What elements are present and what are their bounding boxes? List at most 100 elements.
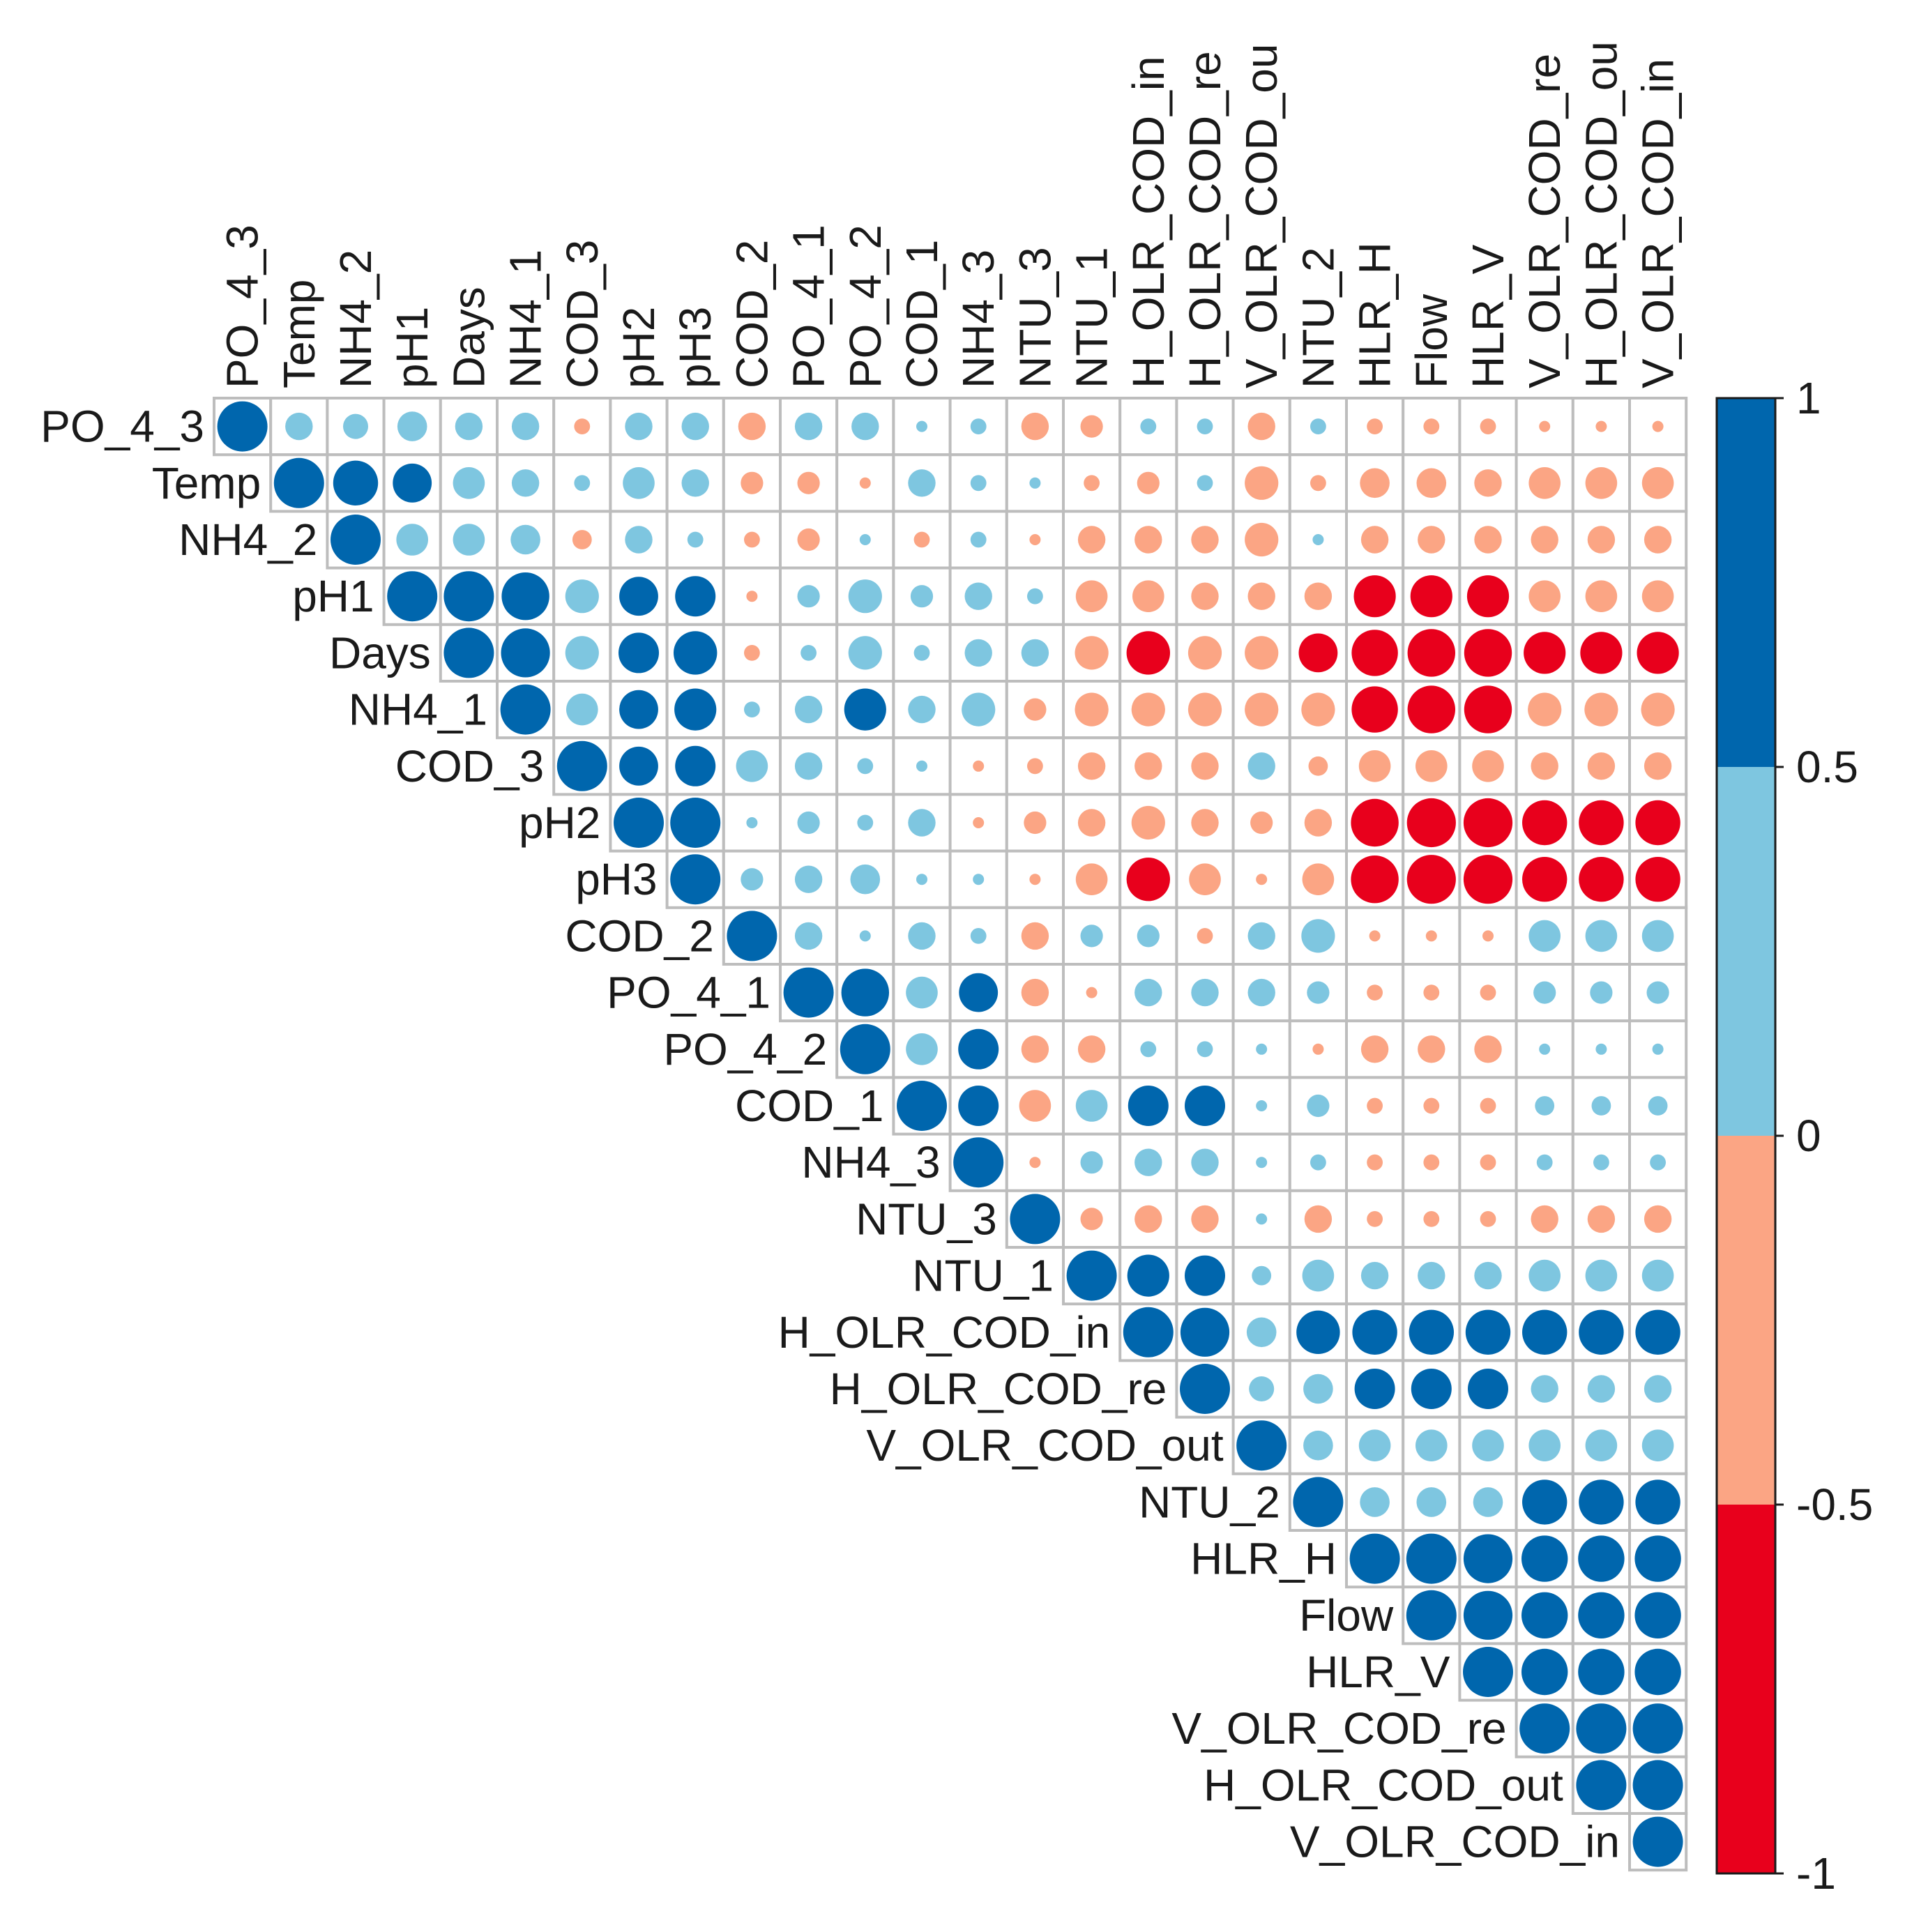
corr-circle-pH2-H_OLR_COD_in bbox=[1131, 805, 1165, 840]
row-label-HLR_V: HLR_V bbox=[1306, 1647, 1450, 1697]
corr-circle-PO_4_3-pH2 bbox=[625, 412, 653, 441]
row-label-PO_4_1: PO_4_1 bbox=[607, 968, 771, 1018]
corr-circle-HLR_V-HLR_V bbox=[1463, 1647, 1513, 1697]
corr-circle-NTU_1-H_OLR_COD_out bbox=[1585, 1259, 1618, 1292]
corr-circle-Days-NTU_2 bbox=[1298, 633, 1338, 673]
corr-circle-V_OLR_COD_out-V_OLR_COD_re bbox=[1528, 1429, 1561, 1461]
corr-circle-NTU_1-H_OLR_COD_in bbox=[1127, 1254, 1169, 1297]
corr-circle-H_OLR_COD_in-NTU_2 bbox=[1296, 1310, 1340, 1355]
corr-circle-H_OLR_COD_in-H_OLR_COD_out bbox=[1579, 1309, 1624, 1355]
corr-circle-PO_4_2-Flow bbox=[1418, 1035, 1445, 1063]
corr-circle-pH3-pH3 bbox=[670, 854, 721, 905]
col-label-NH4_1: NH4_1 bbox=[501, 250, 551, 388]
col-label-COD_3: COD_3 bbox=[557, 240, 607, 388]
corr-circle-NH4_3-H_OLR_COD_re bbox=[1191, 1148, 1219, 1176]
corr-circle-NH4_2-NH4_3 bbox=[970, 531, 987, 548]
corr-circle-NH4_1-NTU_1 bbox=[1075, 692, 1109, 727]
corr-circle-pH3-COD_1 bbox=[916, 874, 927, 885]
corr-circle-PO_4_2-H_OLR_COD_re bbox=[1197, 1041, 1213, 1058]
corr-circle-HLR_H-H_OLR_COD_out bbox=[1578, 1535, 1625, 1582]
col-label-PO_4_2: PO_4_2 bbox=[840, 225, 890, 388]
corr-circle-H_OLR_COD_in-H_OLR_COD_in bbox=[1123, 1307, 1174, 1357]
corr-circle-COD_1-V_OLR_COD_re bbox=[1535, 1096, 1555, 1116]
row-label-pH2: pH2 bbox=[519, 798, 600, 848]
corr-circle-PO_4_3-COD_3 bbox=[574, 418, 591, 434]
corr-circle-PO_4_2-H_OLR_COD_in bbox=[1140, 1041, 1157, 1058]
corr-circle-H_OLR_COD_re-HLR_V bbox=[1468, 1369, 1508, 1409]
corr-circle-Temp-NH4_2 bbox=[333, 460, 379, 505]
corr-circle-COD_2-Flow bbox=[1425, 930, 1437, 942]
corr-circle-COD_3-COD_2 bbox=[736, 750, 768, 782]
corr-circle-NH4_3-Flow bbox=[1423, 1154, 1440, 1171]
corr-circle-pH3-V_OLR_COD_re bbox=[1522, 857, 1568, 902]
corr-circle-H_OLR_COD_re-NTU_2 bbox=[1303, 1374, 1333, 1404]
corr-circle-COD_3-H_OLR_COD_out bbox=[1587, 752, 1616, 780]
corr-circle-NTU_2-V_OLR_COD_re bbox=[1522, 1480, 1568, 1525]
corr-circle-H_OLR_COD_re-Flow bbox=[1411, 1369, 1452, 1409]
corr-circle-PO_4_3-Temp bbox=[285, 412, 313, 441]
corr-circle-pH1-NTU_3 bbox=[1027, 588, 1043, 604]
corr-circle-pH1-H_OLR_COD_out bbox=[1585, 580, 1618, 612]
col-label-HLR_H: HLR_H bbox=[1350, 242, 1400, 388]
corr-circle-PO_4_1-NTU_3 bbox=[1021, 978, 1049, 1007]
corr-circle-NTU_3-Flow bbox=[1423, 1211, 1440, 1227]
corr-circle-H_OLR_COD_in-V_OLR_COD_re bbox=[1522, 1309, 1568, 1355]
corr-circle-NH4_1-H_OLR_COD_in bbox=[1131, 692, 1165, 727]
corr-circle-Flow-H_OLR_COD_out bbox=[1578, 1592, 1625, 1638]
corr-circle-NTU_3-H_OLR_COD_re bbox=[1191, 1205, 1219, 1233]
corr-circle-pH3-H_OLR_COD_re bbox=[1189, 863, 1221, 895]
corr-circle-pH3-NTU_3 bbox=[1029, 874, 1041, 885]
corr-circle-V_OLR_COD_out-NTU_2 bbox=[1303, 1430, 1333, 1461]
corr-circle-Temp-Days bbox=[453, 467, 485, 499]
corr-circle-COD_3-PO_4_1 bbox=[794, 752, 823, 780]
corr-circle-pH2-V_OLR_COD_in bbox=[1635, 800, 1680, 846]
corr-circle-Temp-pH2 bbox=[623, 467, 655, 499]
corr-circle-pH3-H_OLR_COD_in bbox=[1126, 858, 1171, 902]
row-label-H_OLR_COD_out: H_OLR_COD_out bbox=[1204, 1760, 1563, 1810]
corr-circle-NTU_2-NTU_2 bbox=[1293, 1477, 1344, 1528]
corr-circle-V_OLR_COD_in-V_OLR_COD_in bbox=[1632, 1816, 1683, 1867]
corr-circle-COD_2-H_OLR_COD_in bbox=[1137, 925, 1160, 948]
corr-circle-NH4_2-NH4_1 bbox=[510, 524, 540, 555]
corr-circle-Temp-pH1 bbox=[393, 463, 432, 503]
corr-circle-NH4_2-PO_4_2 bbox=[859, 534, 871, 545]
corr-circle-NTU_2-V_OLR_COD_in bbox=[1635, 1480, 1680, 1525]
corr-circle-Temp-COD_2 bbox=[741, 471, 764, 494]
corr-circle-COD_1-NTU_3 bbox=[1019, 1090, 1052, 1122]
corr-circle-pH2-COD_2 bbox=[746, 817, 758, 828]
corr-circle-V_OLR_COD_out-HLR_H bbox=[1358, 1429, 1391, 1461]
corr-circle-COD_1-HLR_V bbox=[1480, 1097, 1496, 1114]
corr-circle-NH4_1-PO_4_2 bbox=[844, 688, 886, 731]
corr-circle-COD_3-pH3 bbox=[675, 745, 716, 786]
corr-circle-COD_3-HLR_H bbox=[1358, 750, 1391, 782]
corr-circle-NH4_3-HLR_V bbox=[1480, 1154, 1496, 1171]
corr-circle-V_OLR_COD_out-V_OLR_COD_in bbox=[1641, 1429, 1674, 1461]
corr-circle-H_OLR_COD_in-V_OLR_COD_in bbox=[1635, 1309, 1680, 1355]
corr-circle-pH3-V_OLR_COD_in bbox=[1635, 857, 1680, 902]
corr-circle-NTU_3-V_OLR_COD_out bbox=[1256, 1213, 1268, 1225]
corr-circle-Temp-PO_4_2 bbox=[859, 477, 871, 489]
corr-circle-Days-NH4_3 bbox=[964, 639, 992, 667]
corr-circle-pH3-NTU_2 bbox=[1302, 863, 1335, 895]
corr-circle-PO_4_3-V_OLR_COD_in bbox=[1652, 420, 1664, 432]
corr-circle-Temp-NTU_3 bbox=[1029, 477, 1041, 489]
corr-circle-pH1-V_OLR_COD_in bbox=[1641, 580, 1674, 612]
corr-circle-NH4_1-NH4_1 bbox=[500, 684, 551, 735]
corr-circle-NTU_3-HLR_V bbox=[1480, 1211, 1496, 1227]
legend-tick-label-2: 0 bbox=[1796, 1111, 1821, 1161]
corr-circle-PO_4_3-COD_2 bbox=[738, 412, 766, 441]
legend-swatch-3 bbox=[1717, 1505, 1775, 1873]
corr-circle-H_OLR_COD_in-HLR_H bbox=[1352, 1309, 1397, 1355]
corr-circle-COD_2-PO_4_2 bbox=[859, 930, 871, 942]
row-label-COD_3: COD_3 bbox=[395, 741, 544, 791]
corr-circle-H_OLR_COD_re-V_OLR_COD_in bbox=[1644, 1375, 1672, 1403]
corr-circle-PO_4_3-COD_1 bbox=[916, 420, 927, 432]
corr-circle-pH1-NH4_3 bbox=[964, 582, 992, 610]
corr-circle-pH1-COD_2 bbox=[746, 591, 758, 602]
corr-circle-H_OLR_COD_re-H_OLR_COD_re bbox=[1180, 1364, 1230, 1414]
corr-circle-Temp-NTU_1 bbox=[1084, 475, 1100, 492]
col-label-PO_4_3: PO_4_3 bbox=[218, 225, 268, 388]
corr-circle-NH4_3-V_OLR_COD_out bbox=[1256, 1157, 1268, 1169]
col-label-pH3: pH3 bbox=[670, 307, 720, 388]
corr-circle-PO_4_2-V_OLR_COD_in bbox=[1652, 1043, 1664, 1055]
